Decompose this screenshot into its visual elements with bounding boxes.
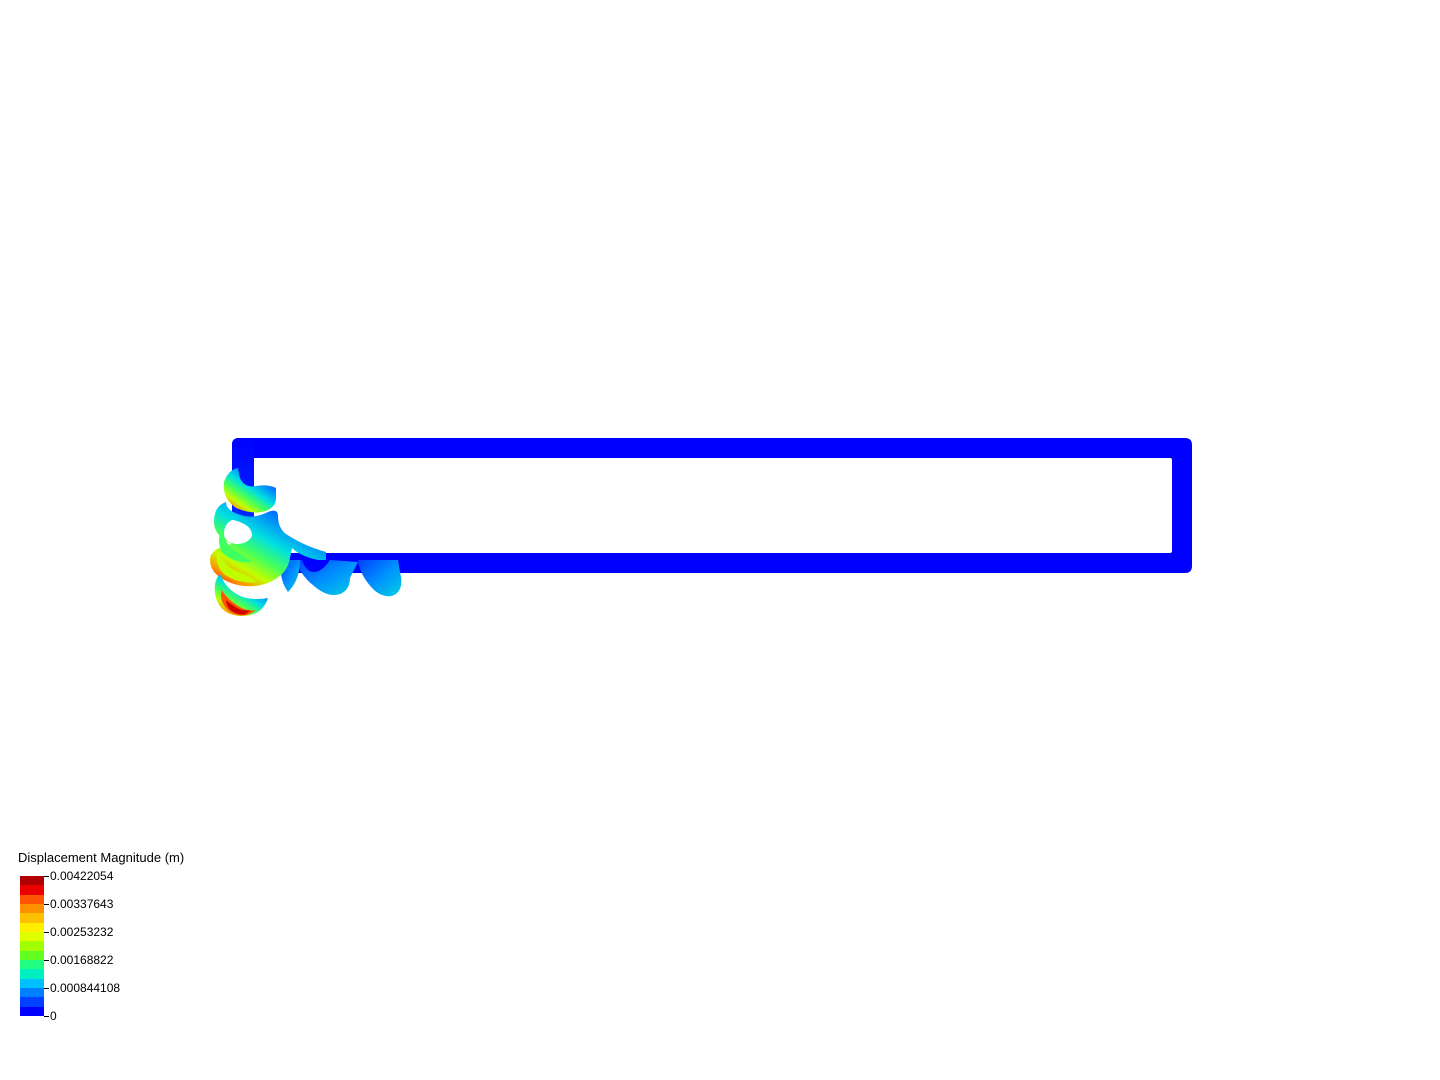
bottom-lobes [281,560,401,596]
fea-contour-plot [0,0,1440,1080]
colorbar-segment [20,979,44,988]
colorbar-segment [20,941,44,950]
colorbar-gradient [20,876,44,1016]
colorbar: 0.004220540.003376430.002532320.00168822… [20,876,44,1016]
colorbar-segment [20,969,44,978]
legend-title: Displacement Magnitude (m) [18,850,184,865]
colorbar-tick-mark [44,932,49,933]
colorbar-tick-mark [44,876,49,877]
colorbar-segment [20,932,44,941]
colorbar-segment [20,923,44,932]
colorbar-tick-label: 0.00253232 [50,925,113,939]
colorbar-segment [20,904,44,913]
colorbar-tick-mark [44,960,49,961]
colorbar-tick-mark [44,988,49,989]
colorbar-segment [20,913,44,922]
colorbar-segment [20,895,44,904]
colorbar-tick-mark [44,904,49,905]
main-frame [232,438,1192,573]
colorbar-segment [20,988,44,997]
colorbar-tick-label: 0.000844108 [50,981,120,995]
colorbar-segment [20,1007,44,1016]
colorbar-segment [20,885,44,894]
colorbar-segment [20,997,44,1006]
colorbar-tick-label: 0.00168822 [50,953,113,967]
colorbar-segment [20,951,44,960]
colorbar-tick-mark [44,1016,49,1017]
colorbar-segment [20,960,44,969]
deformed-appendage [210,468,326,616]
colorbar-segment [20,876,44,885]
colorbar-tick-label: 0 [50,1009,57,1023]
colorbar-tick-label: 0.00337643 [50,897,113,911]
colorbar-tick-label: 0.00422054 [50,869,113,883]
